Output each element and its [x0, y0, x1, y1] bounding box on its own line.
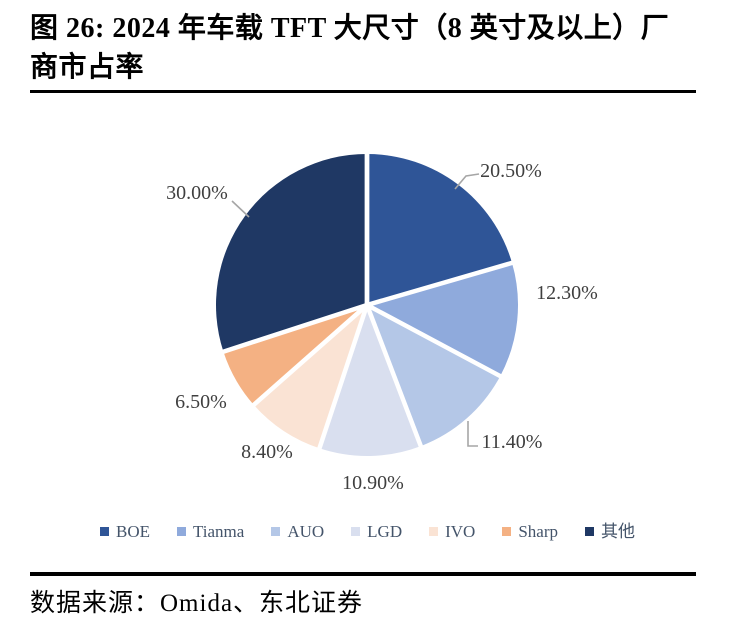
- legend-label: 其他: [601, 522, 635, 541]
- slice-label-IVO: 8.40%: [241, 441, 293, 463]
- legend-label: BOE: [115, 522, 150, 541]
- pie-slice-其他: [216, 154, 367, 352]
- footer-divider: [30, 572, 696, 576]
- pie-slice-IVO: [253, 305, 367, 449]
- figure-title: 图 26: 2024 年车载 TFT 大尺寸（8 英寸及以上）厂 商市占率: [30, 10, 707, 87]
- slice-label-LGD: 10.90%: [342, 472, 404, 494]
- slice-gap-line: [364, 304, 424, 448]
- title-divider: [30, 90, 696, 93]
- legend-item-AUO: AUO: [271, 523, 324, 540]
- slice-gap-line: [221, 302, 368, 355]
- legend-label: AUO: [287, 522, 325, 541]
- legend-label: Sharp: [518, 522, 558, 541]
- pie-slice-AUO: [367, 305, 501, 447]
- leader-line-其他: [231, 200, 250, 218]
- pie-slice-Tianma: [367, 262, 518, 377]
- slice-gap-line: [366, 260, 514, 308]
- leader-line-AUO: [467, 421, 478, 447]
- legend-swatch-icon: [271, 527, 281, 536]
- legend-swatch-icon: [99, 527, 109, 536]
- slice-gap-line: [316, 304, 370, 450]
- slice-label-Tianma: 12.30%: [536, 282, 598, 304]
- legend-label: Tianma: [192, 522, 245, 541]
- legend-item-BOE: BOE: [99, 522, 150, 541]
- legend-item-Sharp: Sharp: [502, 523, 558, 540]
- legend-swatch-icon: [351, 527, 361, 536]
- chart-legend: BOE Tianma AUO LGD IVO Sharp 其他: [0, 523, 735, 540]
- legend-swatch-icon: [429, 527, 439, 536]
- legend-label: IVO: [445, 522, 476, 541]
- legend-item-其他: 其他: [585, 523, 635, 540]
- slice-label-AUO: 11.40%: [482, 431, 543, 453]
- slice-label-Sharp: 6.50%: [175, 391, 227, 413]
- legend-label: LGD: [367, 522, 403, 541]
- pie-chart: 20.50% 12.30% 11.40% 10.90% 8.40% 6.50% 30.00%: [166, 153, 598, 494]
- slice-gap-line: [365, 303, 503, 379]
- data-source: 数据来源：Omida、东北证券: [30, 590, 364, 617]
- leader-line-BOE: [454, 173, 480, 190]
- slice-label-其他: 30.00%: [166, 182, 228, 204]
- figure-title-line1: 图 26: 2024 年车载 TFT 大尺寸（8 英寸及以上）厂: [30, 13, 670, 44]
- pie-slice-LGD: [319, 305, 421, 456]
- pie-slice-BOE: [367, 154, 512, 305]
- legend-item-Tianma: Tianma: [176, 522, 245, 541]
- legend-swatch-icon: [176, 527, 186, 536]
- pie-slice-Sharp: [223, 305, 367, 405]
- legend-swatch-icon: [502, 527, 512, 536]
- slice-gap-line: [251, 303, 369, 408]
- slice-label-BOE: 20.50%: [480, 160, 542, 182]
- legend-item-LGD: LGD: [351, 523, 402, 540]
- figure-title-line2: 商市占率: [30, 51, 145, 83]
- legend-item-IVO: IVO: [429, 523, 475, 540]
- legend-swatch-icon: [585, 527, 594, 536]
